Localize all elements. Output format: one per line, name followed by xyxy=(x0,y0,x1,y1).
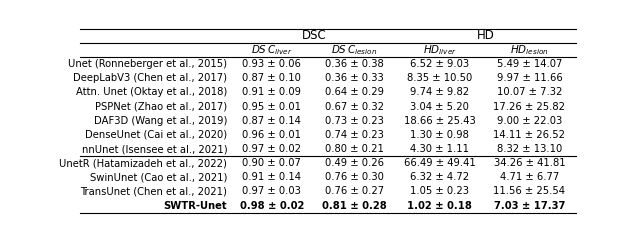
Text: 0.80 ± 0.21: 0.80 ± 0.21 xyxy=(325,144,384,154)
Text: 0.36 ± 0.33: 0.36 ± 0.33 xyxy=(325,73,383,83)
Text: HD: HD xyxy=(477,29,495,42)
Text: 1.02 ± 0.18: 1.02 ± 0.18 xyxy=(407,201,472,211)
Text: 6.52 ± 9.03: 6.52 ± 9.03 xyxy=(410,59,469,69)
Text: 0.91 ± 0.09: 0.91 ± 0.09 xyxy=(242,87,301,97)
Text: DSC: DSC xyxy=(301,29,326,42)
Text: DAF3D (Wang et al., 2019): DAF3D (Wang et al., 2019) xyxy=(94,116,227,126)
Text: $\mathit{HD}_{\mathit{liver}}$: $\mathit{HD}_{\mathit{liver}}$ xyxy=(422,43,456,57)
Text: 0.36 ± 0.38: 0.36 ± 0.38 xyxy=(325,59,383,69)
Text: 14.11 ± 26.52: 14.11 ± 26.52 xyxy=(493,130,565,140)
Text: 4.30 ± 1.11: 4.30 ± 1.11 xyxy=(410,144,469,154)
Text: PSPNet (Zhao et al., 2017): PSPNet (Zhao et al., 2017) xyxy=(95,102,227,112)
Text: 0.98 ± 0.02: 0.98 ± 0.02 xyxy=(239,201,304,211)
Text: 5.49 ± 14.07: 5.49 ± 14.07 xyxy=(497,59,562,69)
Text: SWTR-Unet: SWTR-Unet xyxy=(164,201,227,211)
Text: 66.49 ± 49.41: 66.49 ± 49.41 xyxy=(404,158,476,168)
Text: 0.87 ± 0.10: 0.87 ± 0.10 xyxy=(243,73,301,83)
Text: DenseUnet (Cai et al., 2020): DenseUnet (Cai et al., 2020) xyxy=(85,130,227,140)
Text: $\mathit{DS\,C}_{\mathit{liver}}$: $\mathit{DS\,C}_{\mathit{liver}}$ xyxy=(251,43,292,57)
Text: nnUnet (Isensee et al., 2021): nnUnet (Isensee et al., 2021) xyxy=(82,144,227,154)
Text: 1.30 ± 0.98: 1.30 ± 0.98 xyxy=(410,130,469,140)
Text: 8.35 ± 10.50: 8.35 ± 10.50 xyxy=(407,73,472,83)
Text: 0.49 ± 0.26: 0.49 ± 0.26 xyxy=(324,158,384,168)
Text: 0.93 ± 0.06: 0.93 ± 0.06 xyxy=(243,59,301,69)
Text: 0.73 ± 0.23: 0.73 ± 0.23 xyxy=(325,116,384,126)
Text: $\mathit{DS\,C}_{\mathit{lesion}}$: $\mathit{DS\,C}_{\mathit{lesion}}$ xyxy=(331,43,378,57)
Text: 0.64 ± 0.29: 0.64 ± 0.29 xyxy=(324,87,384,97)
Text: 0.81 ± 0.28: 0.81 ± 0.28 xyxy=(322,201,387,211)
Text: 0.76 ± 0.27: 0.76 ± 0.27 xyxy=(324,186,384,196)
Text: 9.00 ± 22.03: 9.00 ± 22.03 xyxy=(497,116,562,126)
Text: UnetR (Hatamizadeh et al., 2022): UnetR (Hatamizadeh et al., 2022) xyxy=(60,158,227,168)
Text: 0.96 ± 0.01: 0.96 ± 0.01 xyxy=(242,130,301,140)
Text: 11.56 ± 25.54: 11.56 ± 25.54 xyxy=(493,186,565,196)
Text: 3.04 ± 5.20: 3.04 ± 5.20 xyxy=(410,102,469,112)
Text: 8.32 ± 13.10: 8.32 ± 13.10 xyxy=(497,144,562,154)
Text: 9.74 ± 9.82: 9.74 ± 9.82 xyxy=(410,87,469,97)
Text: 0.74 ± 0.23: 0.74 ± 0.23 xyxy=(325,130,384,140)
Text: 0.87 ± 0.14: 0.87 ± 0.14 xyxy=(243,116,301,126)
Text: 34.26 ± 41.81: 34.26 ± 41.81 xyxy=(493,158,565,168)
Text: TransUnet (Chen et al., 2021): TransUnet (Chen et al., 2021) xyxy=(81,186,227,196)
Text: 0.97 ± 0.03: 0.97 ± 0.03 xyxy=(243,186,301,196)
Text: DeepLabV3 (Chen et al., 2017): DeepLabV3 (Chen et al., 2017) xyxy=(74,73,227,83)
Text: 0.76 ± 0.30: 0.76 ± 0.30 xyxy=(325,172,384,182)
Text: SwinUnet (Cao et al., 2021): SwinUnet (Cao et al., 2021) xyxy=(90,172,227,182)
Text: 7.03 ± 17.37: 7.03 ± 17.37 xyxy=(493,201,565,211)
Text: 0.95 ± 0.01: 0.95 ± 0.01 xyxy=(242,102,301,112)
Text: Attn. Unet (Oktay et al., 2018): Attn. Unet (Oktay et al., 2018) xyxy=(76,87,227,97)
Text: 0.67 ± 0.32: 0.67 ± 0.32 xyxy=(324,102,384,112)
Text: 0.90 ± 0.07: 0.90 ± 0.07 xyxy=(243,158,301,168)
Text: 1.05 ± 0.23: 1.05 ± 0.23 xyxy=(410,186,469,196)
Text: 9.97 ± 11.66: 9.97 ± 11.66 xyxy=(497,73,563,83)
Text: Unet (Ronneberger et al., 2015): Unet (Ronneberger et al., 2015) xyxy=(68,59,227,69)
Text: $\mathit{HD}_{\mathit{lesion}}$: $\mathit{HD}_{\mathit{lesion}}$ xyxy=(510,43,548,57)
Text: 10.07 ± 7.32: 10.07 ± 7.32 xyxy=(497,87,562,97)
Text: 0.97 ± 0.02: 0.97 ± 0.02 xyxy=(242,144,301,154)
Text: 18.66 ± 25.43: 18.66 ± 25.43 xyxy=(404,116,476,126)
Text: 6.32 ± 4.72: 6.32 ± 4.72 xyxy=(410,172,469,182)
Text: 17.26 ± 25.82: 17.26 ± 25.82 xyxy=(493,102,565,112)
Text: 4.71 ± 6.77: 4.71 ± 6.77 xyxy=(500,172,559,182)
Text: 0.91 ± 0.14: 0.91 ± 0.14 xyxy=(242,172,301,182)
